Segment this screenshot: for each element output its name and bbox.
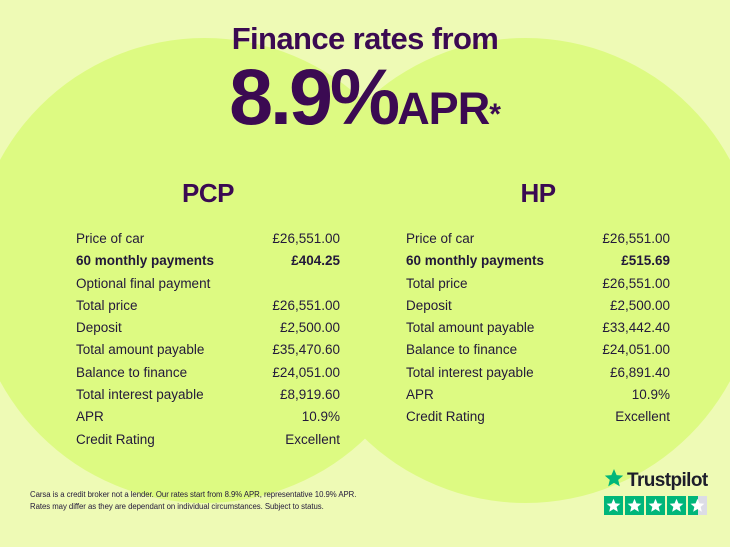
row-value: £6,891.40 <box>609 364 670 380</box>
table-row: Optional final payment <box>76 273 340 295</box>
table-row: Credit Rating Excellent <box>406 406 670 428</box>
table-row: Deposit £2,500.00 <box>76 317 340 339</box>
row-label: 60 monthly payments <box>406 253 545 269</box>
table-row: Price of car £26,551.00 <box>76 228 340 250</box>
row-label: Price of car <box>406 231 475 246</box>
table-row: APR 10.9% <box>76 406 340 428</box>
plan-card-hp: HP Price of car £26,551.00 60 monthly paym… <box>406 180 670 429</box>
table-row: Deposit £2,500.00 <box>406 295 670 317</box>
table-row: 60 monthly payments £515.69 <box>406 250 670 272</box>
plan-title-hp: HP <box>520 178 556 208</box>
rating-star-icon <box>625 496 644 515</box>
trustpilot-rating-stars <box>604 496 712 515</box>
row-value: £515.69 <box>621 253 670 269</box>
row-label: Deposit <box>76 320 122 336</box>
row-label: Credit Rating <box>406 409 485 425</box>
trustpilot-wordmark: Trustpilot <box>604 468 712 492</box>
rating-star-icon <box>604 496 623 515</box>
row-value: Excellent <box>615 409 670 425</box>
row-label: Deposit <box>406 297 452 313</box>
row-value: Excellent <box>285 431 340 447</box>
table-row: Total amount payable £35,470.60 <box>76 339 340 361</box>
table-row: Total interest payable £6,891.40 <box>406 362 670 384</box>
table-row: Total price £26,551.00 <box>76 295 340 317</box>
plan-rows-pcp: Price of car £26,551.00 60 monthly payment… <box>76 228 340 451</box>
row-value: £2,500.00 <box>279 320 340 336</box>
page-title: Finance rates from <box>231 21 499 56</box>
row-value: £404.25 <box>291 253 340 269</box>
table-row: Balance to finance £24,051.00 <box>406 339 670 361</box>
trustpilot-name: Trustpilot <box>627 469 708 491</box>
disclaimer-line-1: Carsa is a credit broker not a lender. O… <box>30 490 357 499</box>
row-value: £26,551.00 <box>272 231 340 246</box>
row-label: APR <box>76 409 104 425</box>
row-label: APR <box>406 387 434 403</box>
row-label: Total interest payable <box>76 387 204 403</box>
row-label: Total price <box>406 275 468 291</box>
row-label: 60 monthly payments <box>76 253 215 269</box>
rate-asterisk: * <box>489 98 501 131</box>
rate-heading: 8.9%APR* <box>0 57 730 136</box>
row-label: Credit Rating <box>76 431 155 447</box>
row-label: Total price <box>76 297 138 313</box>
rate-unit: APR <box>397 83 490 134</box>
table-row: Total interest payable £8,919.60 <box>76 384 340 406</box>
row-value: £33,442.40 <box>602 320 670 336</box>
plan-card-pcp: PCP Price of car £26,551.00 60 monthly pay… <box>76 180 340 451</box>
table-row: Total amount payable £33,442.40 <box>406 317 670 339</box>
row-label: Total amount payable <box>76 342 205 358</box>
row-value: £2,500.00 <box>609 297 670 313</box>
rating-star-icon <box>667 496 686 515</box>
row-label: Balance to finance <box>406 342 518 358</box>
row-value: £8,919.60 <box>279 387 340 403</box>
row-value: £24,051.00 <box>272 364 340 380</box>
row-label: Total interest payable <box>406 364 534 380</box>
row-value: £24,051.00 <box>602 342 670 358</box>
row-value: £26,551.00 <box>602 275 670 291</box>
row-value: £26,551.00 <box>272 297 340 313</box>
plan-title-pcp: PCP <box>182 178 234 208</box>
row-label: Price of car <box>76 231 145 246</box>
rate-value: 8.9% <box>229 52 400 141</box>
disclaimer-line-2: Rates may differ as they are dependant o… <box>30 501 324 511</box>
trustpilot-widget[interactable]: Trustpilot <box>604 468 712 515</box>
table-row: Total price £26,551.00 <box>406 273 670 295</box>
table-row: APR 10.9% <box>406 384 670 406</box>
row-label: Optional final payment <box>76 275 211 291</box>
table-row: Credit Rating Excellent <box>76 429 340 451</box>
row-label: Balance to finance <box>76 364 188 380</box>
table-row: Balance to finance £24,051.00 <box>76 362 340 384</box>
plan-rows-hp: Price of car £26,551.00 60 monthly payment… <box>406 228 670 429</box>
row-value: 10.9% <box>301 409 340 425</box>
rating-star-half-icon <box>688 496 707 515</box>
row-value: 10.9% <box>631 387 670 403</box>
background-circle-right <box>293 38 730 503</box>
table-row: Price of car £26,551.00 <box>406 228 670 250</box>
disclaimer-text: Carsa is a credit broker not a lender. O… <box>30 489 460 512</box>
row-value: £35,470.60 <box>272 342 340 358</box>
row-value: £26,551.00 <box>602 231 670 246</box>
rating-star-icon <box>646 496 665 515</box>
row-label: Total amount payable <box>406 320 535 336</box>
trustpilot-star-icon <box>604 468 624 493</box>
table-row: 60 monthly payments £404.25 <box>76 250 340 272</box>
